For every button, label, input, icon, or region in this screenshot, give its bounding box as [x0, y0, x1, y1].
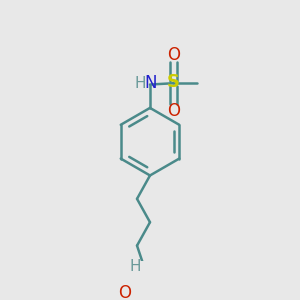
Text: H: H [129, 259, 141, 274]
Text: N: N [144, 74, 157, 92]
Text: S: S [167, 74, 180, 92]
Text: O: O [167, 46, 180, 64]
Text: H: H [134, 76, 146, 91]
Text: O: O [118, 284, 132, 300]
Text: O: O [167, 102, 180, 120]
